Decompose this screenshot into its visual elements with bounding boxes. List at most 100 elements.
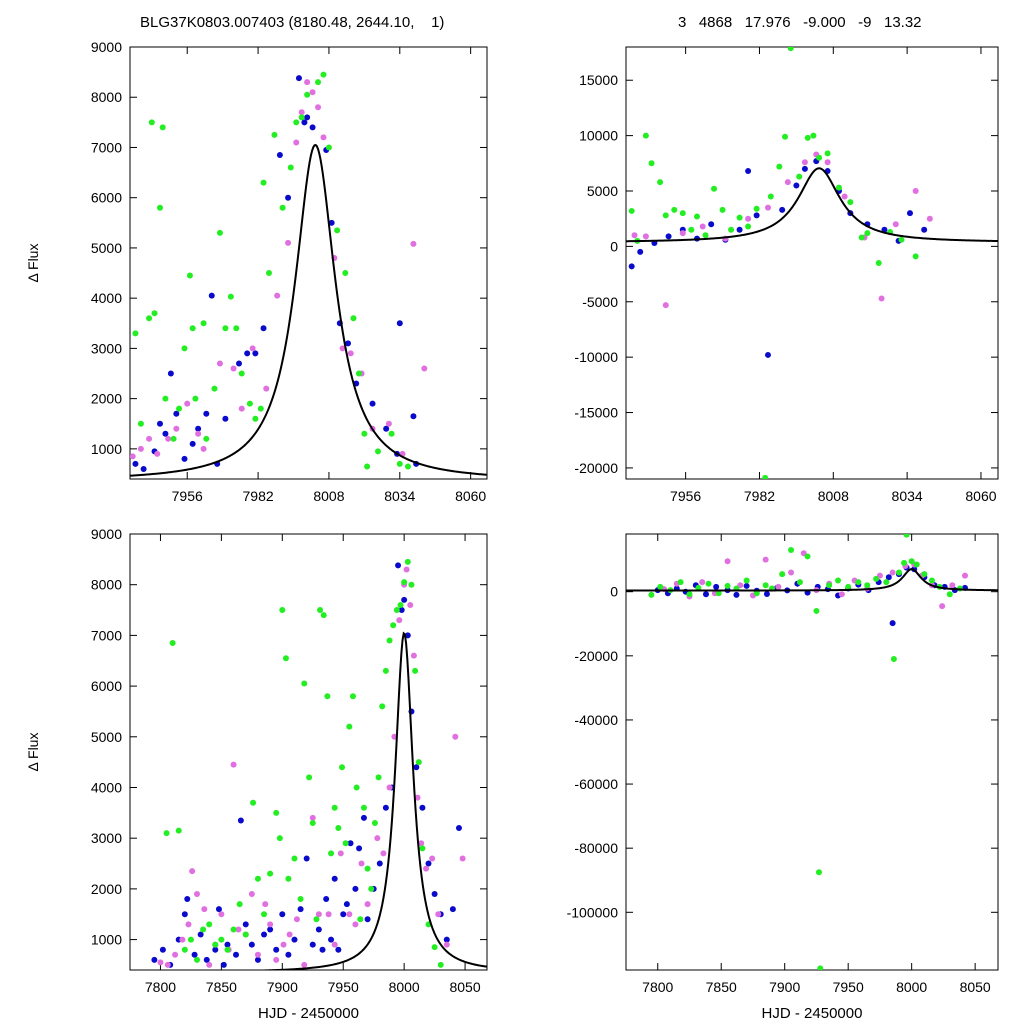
data-point-green xyxy=(715,590,722,597)
data-point-green xyxy=(928,577,935,584)
data-point-green xyxy=(339,764,346,771)
data-point-blue xyxy=(319,946,326,953)
data-point-green xyxy=(189,325,196,332)
y-tick-label: 3000 xyxy=(91,340,122,356)
data-point-green xyxy=(355,370,362,377)
data-point-magenta xyxy=(452,733,459,740)
data-point-blue xyxy=(303,855,310,862)
data-point-green xyxy=(250,799,257,806)
data-point-magenta xyxy=(320,134,327,141)
data-point-green xyxy=(642,132,649,139)
data-point-blue xyxy=(396,320,403,327)
data-point-green xyxy=(921,571,928,578)
data-point-blue xyxy=(404,632,411,639)
y-tick-label: 15000 xyxy=(579,72,618,88)
plot-frame xyxy=(625,46,999,480)
x-tick-label: 7982 xyxy=(744,488,775,504)
data-point-blue xyxy=(753,212,760,219)
data-point-green xyxy=(273,809,280,816)
data-point-green xyxy=(353,784,360,791)
data-point-magenta xyxy=(154,450,161,457)
data-point-green xyxy=(662,212,669,219)
data-point-magenta xyxy=(201,906,208,913)
y-tick-label: 8000 xyxy=(91,89,122,105)
data-point-green xyxy=(816,154,823,161)
data-point-magenta xyxy=(315,911,322,918)
data-point-magenta xyxy=(194,890,201,897)
data-point-blue xyxy=(285,951,292,958)
data-point-green xyxy=(835,184,842,191)
x-tick-label: 8060 xyxy=(455,488,486,504)
data-point-blue xyxy=(254,956,261,963)
data-point-green xyxy=(728,226,735,233)
data-point-blue xyxy=(352,885,359,892)
data-point-magenta xyxy=(164,961,171,968)
data-point-green xyxy=(419,845,426,852)
data-point-green xyxy=(170,435,177,442)
data-point-magenta xyxy=(662,302,669,309)
y-tick-label: 0 xyxy=(610,584,618,600)
x-tick-label: 8000 xyxy=(389,979,420,995)
data-point-magenta xyxy=(926,215,933,222)
y-tick-label: 1000 xyxy=(91,932,122,948)
data-point-blue xyxy=(297,906,304,913)
data-point-magenta xyxy=(301,961,308,968)
data-point-blue xyxy=(449,906,456,913)
plot-area xyxy=(626,47,998,479)
data-point-green xyxy=(779,571,786,578)
data-point-magenta xyxy=(407,601,414,608)
y-tick-label: 5000 xyxy=(587,183,618,199)
data-point-green xyxy=(304,91,311,98)
data-point-magenta xyxy=(435,911,442,918)
plot-area xyxy=(626,534,998,970)
data-point-green xyxy=(431,944,438,951)
data-point-green xyxy=(320,71,327,78)
data-point-green xyxy=(804,553,811,560)
data-point-green xyxy=(200,926,207,933)
data-point-magenta xyxy=(200,445,207,452)
data-point-blue xyxy=(159,946,166,953)
data-point-magenta xyxy=(410,240,417,247)
data-point-blue xyxy=(398,607,405,614)
data-point-blue xyxy=(733,591,740,598)
data-point-magenta xyxy=(218,911,225,918)
data-point-green xyxy=(325,144,332,151)
data-point-green xyxy=(864,582,871,589)
data-point-green xyxy=(782,133,789,140)
data-point-green xyxy=(309,819,316,826)
data-point-green xyxy=(817,965,824,970)
data-point-green xyxy=(276,835,283,842)
data-point-blue xyxy=(889,620,896,627)
data-point-blue xyxy=(140,465,147,472)
data-point-magenta xyxy=(309,89,316,96)
data-point-blue xyxy=(425,860,432,867)
data-point-green xyxy=(346,723,353,730)
data-point-blue xyxy=(301,119,308,126)
data-point-magenta xyxy=(386,784,393,791)
data-point-magenta xyxy=(347,350,354,357)
data-point-blue xyxy=(345,340,352,347)
data-point-green xyxy=(873,575,880,582)
data-point-green xyxy=(260,179,267,186)
data-point-magenta xyxy=(337,850,344,857)
data-point-green xyxy=(137,420,144,427)
data-point-magenta xyxy=(267,921,274,928)
data-point-blue xyxy=(763,590,770,597)
data-point-blue xyxy=(328,219,335,226)
data-point-magenta xyxy=(262,901,269,908)
data-point-blue xyxy=(208,292,215,299)
data-point-green xyxy=(388,430,395,437)
data-point-magenta xyxy=(762,556,769,563)
data-point-blue xyxy=(195,425,202,432)
data-point-green xyxy=(146,315,153,322)
data-point-magenta xyxy=(273,956,280,963)
data-point-green xyxy=(218,936,225,943)
data-point-green xyxy=(176,405,183,412)
data-point-blue xyxy=(189,440,196,447)
data-point-magenta xyxy=(195,430,202,437)
data-point-green xyxy=(230,926,237,933)
data-point-green xyxy=(404,463,411,470)
data-point-green xyxy=(375,774,382,781)
data-point-blue xyxy=(410,413,417,420)
data-point-blue xyxy=(331,875,338,882)
